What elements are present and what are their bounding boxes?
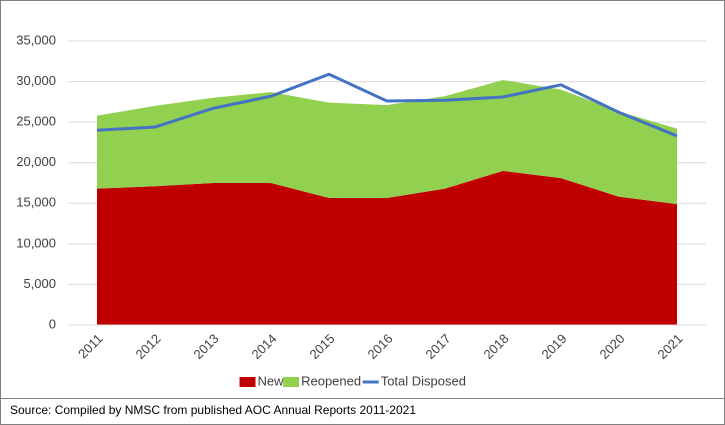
line [96, 72, 678, 138]
y-tick-label: 30,000 [16, 73, 56, 88]
y-tick-label: 25,000 [16, 114, 56, 129]
legend-swatch [283, 377, 300, 387]
y-tick-label: 0 [49, 316, 56, 331]
area [97, 79, 677, 205]
legend-label: Total Disposed [381, 373, 466, 388]
legend-swatch [239, 377, 256, 387]
y-tick-label: 35,000 [16, 32, 56, 47]
y-tick-label: 15,000 [16, 195, 56, 210]
y-tick-label: 20,000 [16, 154, 56, 169]
y-tick-label: 10,000 [16, 235, 56, 250]
y-tick-label: 5,000 [23, 276, 56, 291]
legend-label: New [258, 373, 285, 388]
source-note: Source: Compiled by NMSC from published … [10, 403, 416, 417]
area [97, 170, 677, 325]
legend-label: Reopened [301, 373, 361, 388]
